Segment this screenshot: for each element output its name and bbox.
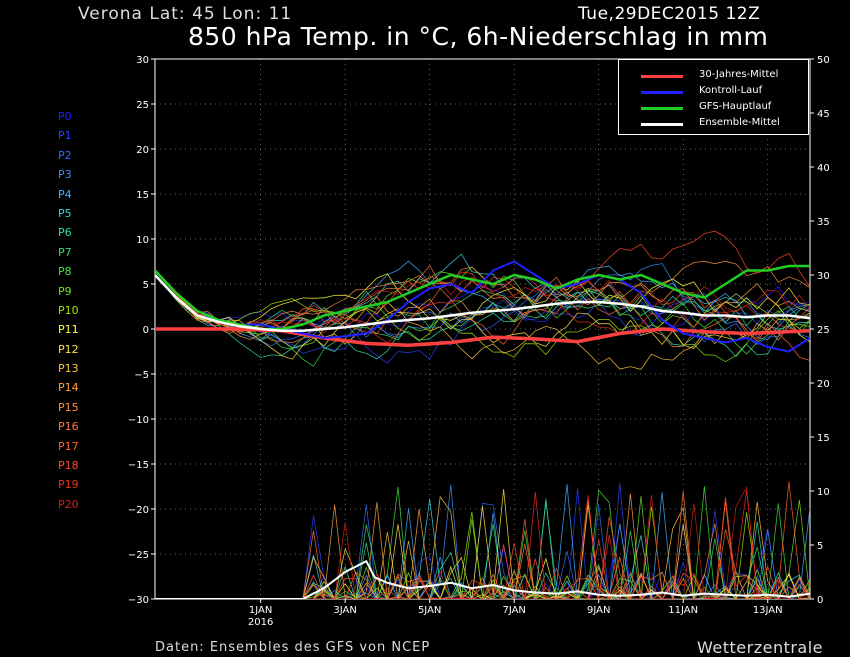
left-axis-tick-label: −5 <box>134 370 149 381</box>
ensemble-members <box>155 230 810 599</box>
member-label-p18: P18 <box>58 459 79 473</box>
right-axis-tick-label: 20 <box>817 379 830 390</box>
right-axis-tick-label: 45 <box>817 109 830 120</box>
location-label: Verona Lat: 45 Lon: 11 <box>78 4 293 24</box>
legend-line <box>641 107 683 110</box>
left-axis-tick-label: 20 <box>136 145 149 156</box>
ensemble-precip-line-p12 <box>155 489 810 599</box>
legend-text: Ensemble-Mittel <box>699 117 780 128</box>
x-axis-tick-label: 11JAN <box>668 605 698 616</box>
legend-item-gfs-main: GFS-Hauptlauf <box>619 101 808 115</box>
member-label-p0: P0 <box>58 110 72 123</box>
series-line-30-jahres-mittel <box>155 327 810 347</box>
member-label-p9: P9 <box>58 284 72 298</box>
legend-line <box>641 91 683 94</box>
legend-item-control-run: Kontroll-Lauf <box>619 85 808 99</box>
member-label-p3: P3 <box>58 168 72 182</box>
x-axis-tick-label: 1JAN <box>249 605 272 616</box>
x-axis-year-label: 2016 <box>248 617 273 628</box>
member-label-p2: P2 <box>58 148 72 162</box>
left-axis-tick-label: −15 <box>128 460 149 471</box>
legend-text: GFS-Hauptlauf <box>699 101 772 112</box>
ensemble-precip-line-p8 <box>155 486 810 599</box>
ensemble-precip-line-p5 <box>155 499 810 599</box>
member-label-p10: P10 <box>58 303 79 317</box>
x-axis-tick-label: 5JAN <box>418 605 441 616</box>
member-label-p12: P12 <box>58 342 79 356</box>
legend-text: 30-Jahres-Mittel <box>699 69 779 80</box>
legend-item-climate-mean: 30-Jahres-Mittel <box>619 69 808 83</box>
x-axis-tick-label: 3JAN <box>333 605 356 616</box>
legend-item-ensemble-mean: Ensemble-Mittel <box>619 117 808 131</box>
member-label-p11: P11 <box>58 323 79 337</box>
run-date-label: Tue,29DEC2015 12Z <box>578 4 761 24</box>
legend: 30-Jahres-Mittel Kontroll-Lauf GFS-Haupt… <box>618 59 809 135</box>
right-axis-tick-label: 0 <box>817 595 823 606</box>
right-axis-tick-label: 10 <box>817 487 830 498</box>
ensemble-precip-line-p19 <box>155 489 810 599</box>
member-label-p4: P4 <box>58 187 72 201</box>
legend-text: Kontroll-Lauf <box>699 85 763 96</box>
x-axis-tick-label: 9JAN <box>587 605 610 616</box>
ensemble-temp-line-p12 <box>155 274 810 360</box>
member-label-p16: P16 <box>58 420 79 434</box>
left-axis-tick-label: −25 <box>128 550 149 561</box>
left-axis-tick-label: 0 <box>143 325 149 336</box>
x-axis-tick-label: 7JAN <box>502 605 525 616</box>
ensemble-temp-line-p10 <box>155 274 810 358</box>
left-axis-tick-label: 10 <box>136 235 149 246</box>
chart-title: 850 hPa Temp. in °C, 6h-Niederschlag in … <box>188 22 769 51</box>
member-label-p13: P13 <box>58 362 79 376</box>
member-label-p14: P14 <box>58 381 79 395</box>
brand-label: Wetterzentrale <box>697 638 824 657</box>
ensemble-temp-line-p4 <box>155 260 810 349</box>
right-axis-tick-label: 50 <box>817 55 830 66</box>
member-label-p7: P7 <box>58 245 72 259</box>
right-axis-tick-label: 40 <box>817 163 830 174</box>
member-label-p1: P1 <box>58 129 72 143</box>
series-line-ensemble-mittel <box>155 274 810 333</box>
left-axis-tick-label: 30 <box>136 55 149 66</box>
right-axis-tick-label: 5 <box>817 541 823 552</box>
member-label-p5: P5 <box>58 206 72 220</box>
ensemble-temp-line-p18 <box>155 230 810 332</box>
ensemble-precip-line-p15 <box>155 499 810 599</box>
ensemble-temp-line-p6 <box>155 274 810 360</box>
member-label-p19: P19 <box>58 478 79 492</box>
member-label-p20: P20 <box>58 497 79 511</box>
data-source-label: Daten: Ensembles des GFS von NCEP <box>155 640 431 655</box>
legend-line <box>641 123 683 126</box>
left-axis-tick-label: −30 <box>128 595 149 606</box>
ensemble-precip-line-p20 <box>155 486 810 599</box>
ensemble-precip-line-p2 <box>155 503 810 599</box>
member-label-p8: P8 <box>58 265 72 279</box>
ensemble-precip-line-p17 <box>155 481 810 599</box>
left-axis-tick-label: 5 <box>143 280 149 291</box>
right-axis-tick-label: 30 <box>817 271 830 282</box>
member-label-p6: P6 <box>58 226 72 240</box>
right-axis-tick-label: 35 <box>817 217 830 228</box>
ensemble-precip-line-p3 <box>155 484 810 599</box>
legend-line <box>641 75 683 78</box>
left-axis-tick-label: −10 <box>128 415 149 426</box>
member-label-p17: P17 <box>58 439 79 453</box>
member-list: P0 P1 P2 P3 P4 P5 P6 P7 P8 P9 P10 P11 P12 P13 P14 P15 P1… <box>58 110 79 517</box>
precip-ensemble-mean-line <box>155 559 810 599</box>
ensemble-temp-line-p11 <box>155 273 810 343</box>
left-axis-tick-label: 25 <box>136 100 149 111</box>
right-axis-tick-label: 25 <box>817 325 830 336</box>
member-label-p15: P15 <box>58 400 79 414</box>
left-axis-tick-label: −20 <box>128 505 149 516</box>
x-axis-tick-label: 13JAN <box>753 605 783 616</box>
ensemble-precip-line-p4 <box>155 484 810 599</box>
left-axis-tick-label: 15 <box>136 190 149 201</box>
right-axis-tick-label: 15 <box>817 433 830 444</box>
